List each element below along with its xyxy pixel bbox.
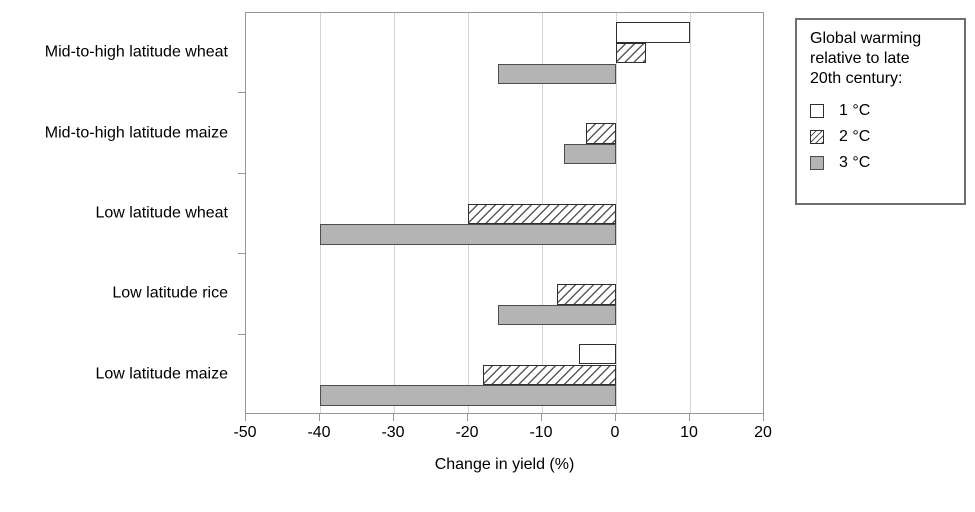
category-label: Low latitude rice	[112, 284, 228, 302]
bar-gray	[320, 385, 616, 406]
category-label: Low latitude wheat	[95, 204, 228, 222]
x-tick-label: 0	[610, 424, 620, 441]
y-tick-mark	[238, 92, 245, 94]
bar-hatched	[586, 123, 616, 144]
bar-hatched	[556, 284, 616, 305]
bar-hatched	[616, 42, 646, 64]
gridline	[394, 13, 395, 413]
bar-white	[579, 343, 616, 365]
x-tick-label: -20	[455, 424, 479, 441]
bar-gray	[564, 143, 616, 165]
x-tick-mark	[689, 414, 690, 421]
bar-gray	[320, 224, 616, 245]
bar-white	[616, 22, 690, 43]
bar-gray	[497, 304, 616, 326]
legend-title-line: Global warming	[810, 30, 922, 47]
x-tick-label: -40	[307, 424, 331, 441]
x-tick-mark	[319, 414, 320, 421]
y-tick-mark	[238, 333, 245, 335]
x-tick-mark	[467, 414, 468, 421]
legend-swatch-gray	[810, 156, 824, 170]
legend-item: 2 °C	[810, 124, 958, 150]
legend: Global warming relative to late 20th centu…	[795, 18, 966, 205]
plot-area	[245, 12, 764, 414]
legend-items: 1 °C 2 °C 3 °C	[810, 98, 958, 176]
category-label: Low latitude maize	[95, 365, 228, 383]
legend-item-label: 1 °C	[839, 102, 871, 119]
x-tick-mark	[763, 414, 764, 421]
legend-swatch-hatched	[810, 130, 824, 144]
x-tick-mark	[541, 414, 542, 421]
legend-title-line: relative to late	[810, 50, 910, 67]
gridline	[690, 13, 691, 413]
category-label: Mid-to-high latitude wheat	[44, 43, 228, 61]
category-label: Mid-to-high latitude maize	[44, 124, 228, 142]
bar-gray	[497, 63, 616, 85]
y-tick-mark	[238, 172, 245, 174]
bar-hatched	[468, 203, 616, 225]
legend-item-label: 2 °C	[839, 128, 871, 145]
legend-item-label: 3 °C	[839, 154, 871, 171]
y-tick-mark	[238, 253, 245, 255]
x-tick-mark	[393, 414, 394, 421]
x-tick-label: -10	[529, 424, 553, 441]
x-tick-mark	[245, 414, 246, 421]
legend-item: 1 °C	[810, 98, 958, 124]
x-tick-label: -50	[233, 424, 257, 441]
gridline	[616, 13, 617, 413]
legend-swatch-white	[810, 104, 824, 118]
legend-title-line: 20th century:	[810, 70, 903, 87]
legend-title: Global warming relative to late 20th centu…	[810, 29, 958, 89]
bar-hatched	[482, 364, 616, 386]
x-tick-label: 20	[754, 424, 772, 441]
legend-item: 3 °C	[810, 150, 958, 176]
x-axis-title: Change in yield (%)	[434, 456, 575, 473]
x-tick-mark	[615, 414, 616, 421]
gridline	[320, 13, 321, 413]
x-tick-label: 10	[680, 424, 698, 441]
x-tick-label: -30	[381, 424, 405, 441]
